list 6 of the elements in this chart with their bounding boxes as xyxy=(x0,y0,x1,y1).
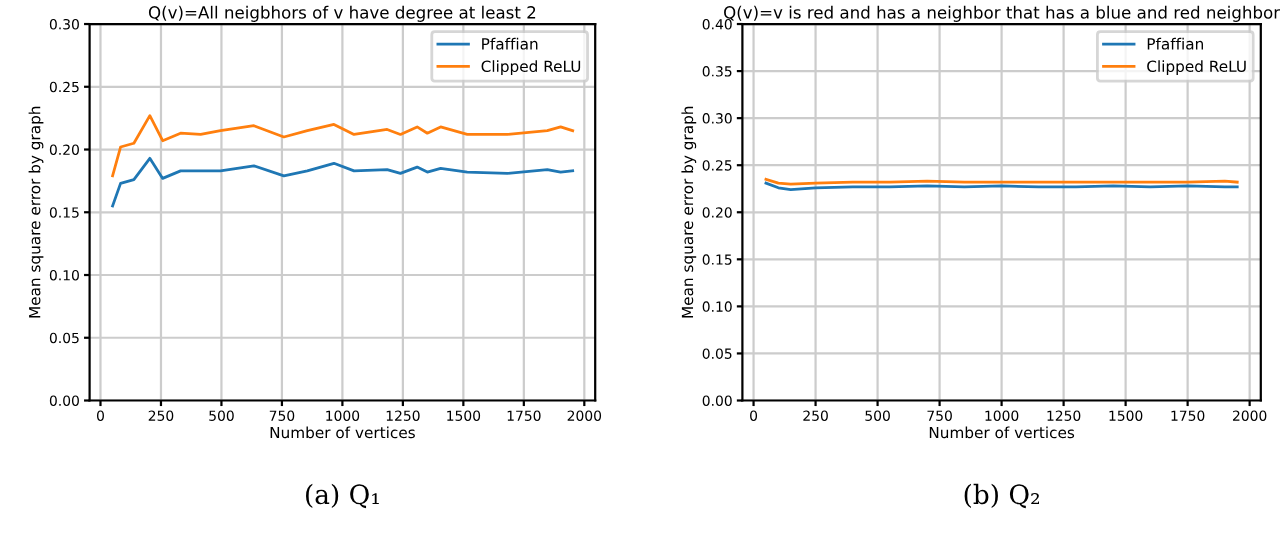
chart-title: Q(v)=v is red and has a neighbor that has a blue and red neighbor xyxy=(724,5,1280,22)
chart-title: Q(v)=All neigbhors of v have degree at least 2 xyxy=(148,5,536,22)
line-series xyxy=(111,114,575,178)
text: (a) Q₁ xyxy=(306,483,379,509)
line-series xyxy=(111,156,575,208)
text: (b) Q₂ xyxy=(964,483,1039,509)
